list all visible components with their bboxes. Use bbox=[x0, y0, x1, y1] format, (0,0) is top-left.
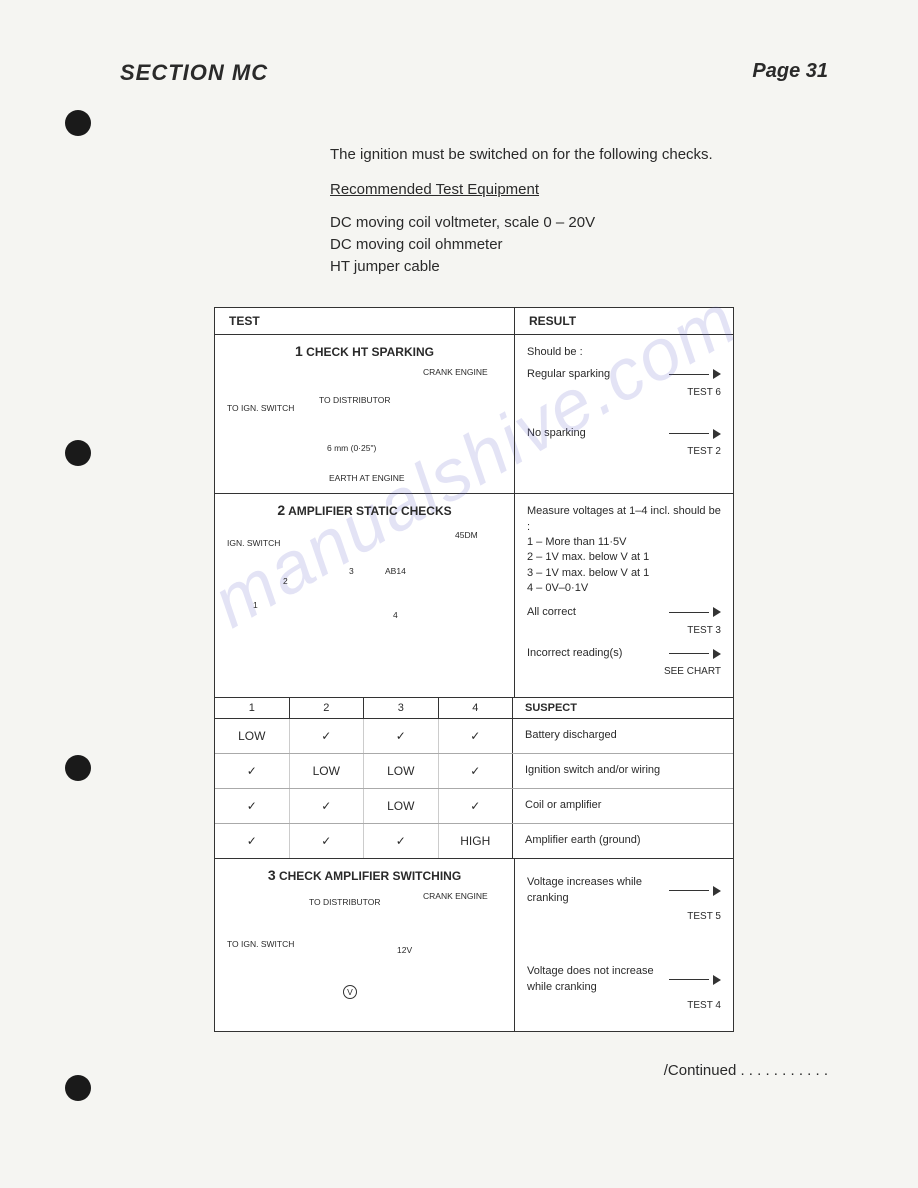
measure-line: 2 – 1V max. below V at 1 bbox=[527, 550, 721, 565]
chart-cell: ✓ bbox=[439, 789, 514, 823]
chart-cell: ✓ bbox=[364, 824, 439, 858]
result-line: All correct bbox=[527, 605, 721, 620]
result-target: TEST 6 bbox=[527, 386, 721, 400]
test-row-1: 1 CHECK HT SPARKING TO IGN. SWITCH TO DI… bbox=[215, 335, 733, 494]
result-target: TEST 5 bbox=[527, 910, 721, 924]
test2-title: 2 AMPLIFIER STATIC CHECKS bbox=[223, 502, 506, 518]
equip-item: DC moving coil ohmmeter bbox=[330, 234, 828, 256]
result-line: Voltage increases while cranking bbox=[527, 875, 721, 906]
page-number: Page 31 bbox=[752, 60, 828, 86]
result-target: TEST 4 bbox=[527, 999, 721, 1013]
test3-result-cell: Voltage increases while cranking TEST 5 … bbox=[515, 859, 733, 1031]
result-target: TEST 2 bbox=[527, 445, 721, 459]
test2-diagram-cell: 2 AMPLIFIER STATIC CHECKS IGN. SWITCH AB… bbox=[215, 494, 515, 697]
page-header: SECTION MC Page 31 bbox=[120, 60, 828, 86]
chart-cell: LOW bbox=[364, 789, 439, 823]
equip-item: DC moving coil voltmeter, scale 0 – 20V bbox=[330, 212, 828, 234]
result-line: No sparking bbox=[527, 426, 721, 441]
chart-cell: LOW bbox=[364, 754, 439, 788]
chart-cell: ✓ bbox=[215, 824, 290, 858]
chart-suspect-header: SUSPECT bbox=[513, 698, 733, 718]
punch-hole bbox=[65, 1075, 91, 1101]
chart-cell: ✓ bbox=[290, 789, 365, 823]
section-title: SECTION MC bbox=[120, 60, 268, 86]
result-intro: Should be : bbox=[527, 345, 721, 360]
test2-result-cell: Measure voltages at 1–4 incl. should be … bbox=[515, 494, 733, 697]
measure-line: 1 – More than 11·5V bbox=[527, 535, 721, 550]
equip-item: HT jumper cable bbox=[330, 256, 828, 278]
chart-row: LOW ✓ ✓ ✓ Battery discharged bbox=[215, 719, 733, 754]
col-header-result: RESULT bbox=[515, 308, 733, 334]
col-header-test: TEST bbox=[215, 308, 515, 334]
result-line: Voltage does not increase while cranking bbox=[527, 964, 721, 995]
chart-cell: ✓ bbox=[215, 754, 290, 788]
chart-cell: ✓ bbox=[290, 824, 365, 858]
result-target: SEE CHART bbox=[527, 665, 721, 679]
chart-suspect: Battery discharged bbox=[513, 719, 733, 753]
result-line: Incorrect reading(s) bbox=[527, 646, 721, 661]
test3-title: 3 CHECK AMPLIFIER SWITCHING bbox=[223, 867, 506, 883]
chart-cell: ✓ bbox=[290, 719, 365, 753]
test1-diagram: TO IGN. SWITCH TO DISTRIBUTOR CRANK ENGI… bbox=[223, 365, 506, 485]
chart-suspect: Ignition switch and/or wiring bbox=[513, 754, 733, 788]
test1-diagram-cell: 1 CHECK HT SPARKING TO IGN. SWITCH TO DI… bbox=[215, 335, 515, 493]
chart-row: ✓ ✓ ✓ HIGH Amplifier earth (ground) bbox=[215, 824, 733, 859]
chart-suspect: Amplifier earth (ground) bbox=[513, 824, 733, 858]
test1-result-cell: Should be : Regular sparking TEST 6 No s… bbox=[515, 335, 733, 493]
punch-hole bbox=[65, 440, 91, 466]
test3-diagram: TO IGN. SWITCH TO DISTRIBUTOR CRANK ENGI… bbox=[223, 889, 506, 1009]
chart-col-header: 3 bbox=[364, 698, 439, 718]
punch-hole bbox=[65, 110, 91, 136]
result-intro: Measure voltages at 1–4 incl. should be … bbox=[527, 504, 721, 535]
measure-line: 3 – 1V max. below V at 1 bbox=[527, 566, 721, 581]
test2-diagram: IGN. SWITCH AB14 45DM 1 2 3 4 bbox=[223, 524, 506, 644]
test-row-3: 3 CHECK AMPLIFIER SWITCHING TO IGN. SWIT… bbox=[215, 859, 733, 1031]
result-target: TEST 3 bbox=[527, 624, 721, 638]
chart-row: ✓ ✓ LOW ✓ Coil or amplifier bbox=[215, 789, 733, 824]
table-header-row: TEST RESULT bbox=[215, 308, 733, 335]
chart-cell: ✓ bbox=[215, 789, 290, 823]
chart-cell: ✓ bbox=[439, 719, 514, 753]
test1-title: 1 CHECK HT SPARKING bbox=[223, 343, 506, 359]
chart-cell: LOW bbox=[215, 719, 290, 753]
test-table: TEST RESULT 1 CHECK HT SPARKING TO IGN. … bbox=[214, 307, 734, 1032]
equipment-title: Recommended Test Equipment bbox=[330, 181, 828, 198]
equipment-list: DC moving coil voltmeter, scale 0 – 20V … bbox=[330, 212, 828, 277]
chart-col-header: 1 bbox=[215, 698, 290, 718]
chart-cell: HIGH bbox=[439, 824, 514, 858]
chart-cell: ✓ bbox=[439, 754, 514, 788]
intro-text: The ignition must be switched on for the… bbox=[330, 146, 828, 163]
test3-diagram-cell: 3 CHECK AMPLIFIER SWITCHING TO IGN. SWIT… bbox=[215, 859, 515, 1031]
chart-cell: ✓ bbox=[364, 719, 439, 753]
test-row-2: 2 AMPLIFIER STATIC CHECKS IGN. SWITCH AB… bbox=[215, 494, 733, 698]
chart-cell: LOW bbox=[290, 754, 365, 788]
chart-header-row: 1 2 3 4 SUSPECT bbox=[215, 698, 733, 719]
measure-line: 4 – 0V–0·1V bbox=[527, 581, 721, 596]
chart-suspect: Coil or amplifier bbox=[513, 789, 733, 823]
intro-block: The ignition must be switched on for the… bbox=[330, 146, 828, 277]
result-line: Regular sparking bbox=[527, 367, 721, 382]
punch-hole bbox=[65, 755, 91, 781]
chart-col-header: 4 bbox=[439, 698, 514, 718]
continued-text: /Continued . . . . . . . . . . . bbox=[120, 1062, 828, 1079]
chart-col-header: 2 bbox=[290, 698, 365, 718]
chart-row: ✓ LOW LOW ✓ Ignition switch and/or wirin… bbox=[215, 754, 733, 789]
